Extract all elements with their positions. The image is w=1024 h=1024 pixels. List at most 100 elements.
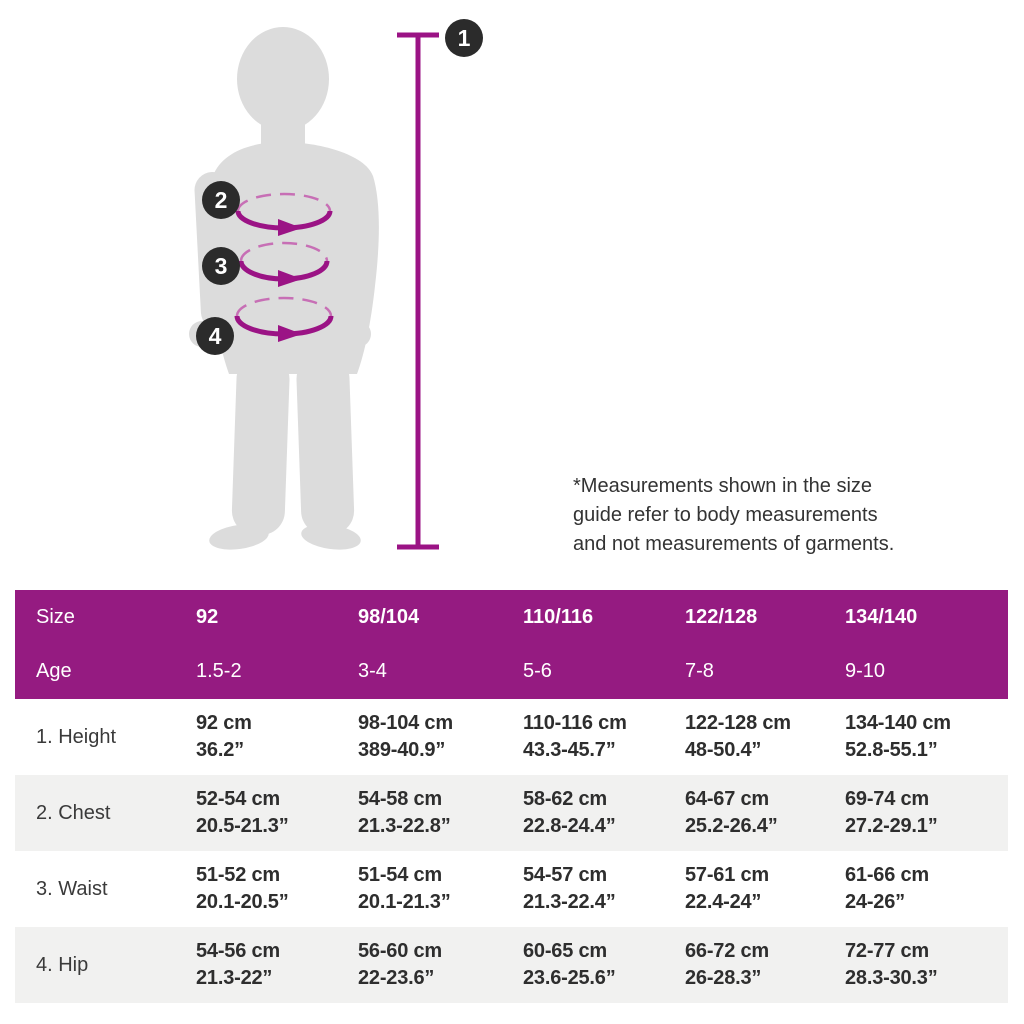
chest-cell: 58-62 cm 22.8-24.4” — [523, 786, 685, 840]
cm-value: 61-66 cm — [845, 864, 930, 886]
age-value: 3-4 — [358, 660, 387, 682]
inch-value: 20.1-21.3” — [358, 891, 451, 913]
inch-value: 22.8-24.4” — [523, 815, 616, 837]
size-table: Size 92 98/104 110/116 122/128 134/140 A… — [15, 590, 1008, 1003]
table-row-hip: 4. Hip 54-56 cm 21.3-22” 56-60 cm 22-23.… — [15, 927, 1008, 1003]
measurement-note: *Measurements shown in the size guide re… — [573, 475, 895, 555]
inch-value: 25.2-26.4” — [685, 815, 778, 837]
inch-value: 20.1-20.5” — [196, 891, 289, 913]
waist-cell: 51-52 cm 20.1-20.5” — [196, 862, 358, 916]
chest-cell: 69-74 cm 27.2-29.1” — [845, 786, 1008, 840]
cm-value: 64-67 cm — [685, 788, 770, 810]
size-value: 122/128 — [685, 606, 758, 628]
hip-arrow-icon — [278, 325, 302, 342]
cm-value: 60-65 cm — [523, 940, 608, 962]
chest-marker-number: 2 — [214, 186, 228, 213]
hip-cell: 56-60 cm 22-23.6” — [358, 938, 523, 992]
height-cell: 122-128 cm 48-50.4” — [685, 710, 845, 764]
table-row-waist: 3. Waist 51-52 cm 20.1-20.5” 51-54 cm 20… — [15, 851, 1008, 927]
size-value: 134/140 — [845, 606, 918, 628]
age-value: 1.5-2 — [196, 660, 242, 682]
waist-cell: 51-54 cm 20.1-21.3” — [358, 862, 523, 916]
chest-measure-band — [235, 192, 333, 236]
height-marker-badge: 1 — [445, 19, 483, 57]
cm-value: 110-116 cm — [523, 712, 627, 734]
inch-value: 22.4-24” — [685, 891, 762, 913]
row-label: 4. Hip — [36, 953, 89, 976]
height-cell: 134-140 cm 52.8-55.1” — [845, 710, 1008, 764]
waist-measure-band — [238, 241, 330, 287]
figure-illustration: 1 2 3 4 — [0, 0, 560, 580]
chest-marker-badge: 2 — [202, 181, 240, 219]
inch-value: 21.3-22” — [196, 967, 273, 989]
inch-value: 52.8-55.1” — [845, 739, 938, 761]
cm-value: 52-54 cm — [196, 788, 281, 810]
inch-value: 24-26” — [845, 891, 905, 913]
inch-value: 389-40.9” — [358, 739, 446, 761]
inch-value: 21.3-22.8” — [358, 815, 451, 837]
size-value: 98/104 — [358, 606, 420, 628]
cm-value: 51-54 cm — [358, 864, 443, 886]
cm-value: 54-58 cm — [358, 788, 443, 810]
age-value: 7-8 — [685, 660, 714, 682]
cm-value: 57-61 cm — [685, 864, 770, 886]
inch-value: 28.3-30.3” — [845, 967, 938, 989]
inch-value: 27.2-29.1” — [845, 815, 938, 837]
waist-cell: 54-57 cm 21.3-22.4” — [523, 862, 685, 916]
size-value: 92 — [196, 606, 219, 628]
size-header-label: Size — [36, 606, 75, 628]
row-label: 2. Chest — [36, 801, 111, 824]
cm-value: 58-62 cm — [523, 788, 608, 810]
inch-value: 26-28.3” — [685, 967, 762, 989]
cm-value: 66-72 cm — [685, 940, 770, 962]
height-cell: 110-116 cm 43.3-45.7” — [523, 710, 685, 764]
row-label: 3. Waist — [36, 877, 108, 900]
inch-value: 23.6-25.6” — [523, 967, 616, 989]
table-header: Size 92 98/104 110/116 122/128 134/140 A… — [15, 590, 1008, 699]
cm-value: 134-140 cm — [845, 712, 951, 734]
chest-cell: 52-54 cm 20.5-21.3” — [196, 786, 358, 840]
cm-value: 56-60 cm — [358, 940, 443, 962]
hip-marker-badge: 4 — [196, 317, 234, 355]
cm-value: 51-52 cm — [196, 864, 281, 886]
height-cell: 98-104 cm 389-40.9” — [358, 710, 523, 764]
height-cell: 92 cm 36.2” — [196, 710, 358, 764]
row-label: 1. Height — [36, 725, 117, 748]
waist-arrow-icon — [278, 270, 302, 287]
hip-marker-number: 4 — [208, 322, 222, 349]
inch-value: 20.5-21.3” — [196, 815, 289, 837]
height-marker-number: 1 — [457, 24, 471, 51]
age-value: 5-6 — [523, 660, 552, 682]
age-header-label: Age — [36, 660, 72, 682]
chest-cell: 54-58 cm 21.3-22.8” — [358, 786, 523, 840]
cm-value: 122-128 cm — [685, 712, 791, 734]
hip-cell: 54-56 cm 21.3-22” — [196, 938, 358, 992]
waist-marker-badge: 3 — [202, 247, 240, 285]
waist-cell: 61-66 cm 24-26” — [845, 862, 1008, 916]
chest-arrow-icon — [278, 219, 302, 236]
hip-cell: 66-72 cm 26-28.3” — [685, 938, 845, 992]
cm-value: 72-77 cm — [845, 940, 930, 962]
child-silhouette-svg — [189, 27, 439, 550]
size-value: 110/116 — [523, 606, 594, 628]
inch-value: 48-50.4” — [685, 739, 762, 761]
inch-value: 36.2” — [196, 739, 244, 761]
cm-value: 69-74 cm — [845, 788, 930, 810]
chest-cell: 64-67 cm 25.2-26.4” — [685, 786, 845, 840]
age-value: 9-10 — [845, 660, 886, 682]
inch-value: 43.3-45.7” — [523, 739, 616, 761]
hip-cell: 60-65 cm 23.6-25.6” — [523, 938, 685, 992]
height-measure-line — [397, 32, 439, 550]
table-row-chest: 2. Chest 52-54 cm 20.5-21.3” 54-58 cm 21… — [15, 775, 1008, 851]
cm-value: 54-56 cm — [196, 940, 281, 962]
inch-value: 21.3-22.4” — [523, 891, 616, 913]
waist-marker-number: 3 — [214, 252, 228, 279]
waist-cell: 57-61 cm 22.4-24” — [685, 862, 845, 916]
child-silhouette — [189, 27, 379, 550]
table-row-height: 1. Height 92 cm 36.2” 98-104 cm 389-40.9… — [15, 699, 1008, 775]
cm-value: 92 cm — [196, 712, 252, 734]
hip-cell: 72-77 cm 28.3-30.3” — [845, 938, 1008, 992]
hip-measure-band — [234, 296, 334, 342]
inch-value: 22-23.6” — [358, 967, 435, 989]
